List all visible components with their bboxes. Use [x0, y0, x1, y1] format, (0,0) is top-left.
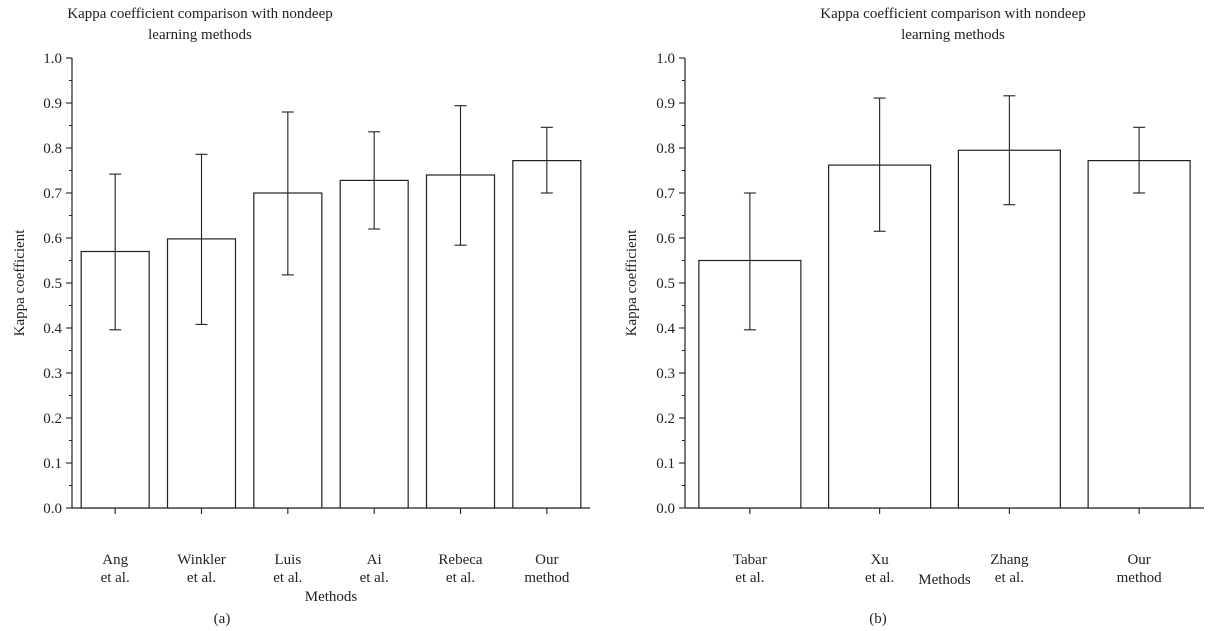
- chart-title: learning methods: [148, 27, 252, 43]
- x-tick-label: Xu: [870, 552, 889, 568]
- y-tick-label: 0.7: [656, 186, 675, 202]
- y-tick-label: 0.5: [43, 276, 62, 292]
- x-tick-label: method: [524, 570, 569, 586]
- chart-panel-a: Kappa coefficient comparison with nondee…: [12, 6, 590, 627]
- y-tick-label: 0.4: [656, 321, 675, 337]
- y-axis-label: Kappa coefficient: [624, 229, 640, 337]
- panel-label: (b): [869, 611, 887, 627]
- bar: [512, 160, 582, 509]
- x-axis-label: Methods: [305, 589, 358, 605]
- y-tick-label: 0.8: [656, 141, 675, 157]
- y-tick-label: 0.9: [656, 96, 675, 112]
- x-tick-label: et al.: [273, 570, 302, 586]
- x-tick-label: Our: [1127, 552, 1150, 568]
- y-tick-label: 0.3: [656, 366, 675, 382]
- y-tick-label: 0.8: [43, 141, 62, 157]
- y-tick-label: 0.0: [43, 501, 62, 517]
- y-tick-label: 0.3: [43, 366, 62, 382]
- chart-title: Kappa coefficient comparison with nondee…: [820, 6, 1085, 22]
- x-tick-label: Rebeca: [438, 552, 482, 568]
- y-tick-label: 0.7: [43, 186, 62, 202]
- x-tick-label: Winkler: [177, 552, 226, 568]
- chart-title: Kappa coefficient comparison with nondee…: [67, 6, 332, 22]
- panel-label: (a): [214, 611, 231, 627]
- y-axis-label: Kappa coefficient: [12, 229, 28, 337]
- y-tick-label: 0.1: [43, 456, 62, 472]
- y-tick-label: 1.0: [656, 51, 675, 67]
- y-tick-label: 0.6: [43, 231, 62, 247]
- bar: [339, 179, 409, 509]
- x-tick-label: Our: [535, 552, 558, 568]
- y-tick-label: 0.4: [43, 321, 62, 337]
- y-tick-label: 1.0: [43, 51, 62, 67]
- x-tick-label: method: [1117, 570, 1162, 586]
- x-tick-label: et al.: [735, 570, 764, 586]
- y-tick-label: 0.1: [656, 456, 675, 472]
- x-tick-label: Zhang: [990, 552, 1029, 568]
- x-tick-label: et al.: [360, 570, 389, 586]
- bar: [957, 149, 1061, 509]
- chart-title: learning methods: [901, 27, 1005, 43]
- x-tick-label: Luis: [274, 552, 301, 568]
- bar: [1087, 160, 1191, 509]
- x-tick-label: Ang: [102, 552, 128, 568]
- x-tick-label: Ai: [367, 552, 382, 568]
- x-tick-label: et al.: [446, 570, 475, 586]
- y-tick-label: 0.0: [656, 501, 675, 517]
- x-tick-label: et al.: [865, 570, 894, 586]
- y-tick-label: 0.5: [656, 276, 675, 292]
- y-tick-label: 0.2: [656, 411, 675, 427]
- x-axis-label: Methods: [918, 572, 971, 588]
- y-tick-label: 0.9: [43, 96, 62, 112]
- x-tick-label: Tabar: [733, 552, 767, 568]
- y-tick-label: 0.6: [656, 231, 675, 247]
- x-tick-label: et al.: [995, 570, 1024, 586]
- y-tick-label: 0.2: [43, 411, 62, 427]
- x-tick-label: et al.: [101, 570, 130, 586]
- x-tick-label: et al.: [187, 570, 216, 586]
- chart-panel-b: Kappa coefficient comparison with nondee…: [624, 6, 1204, 627]
